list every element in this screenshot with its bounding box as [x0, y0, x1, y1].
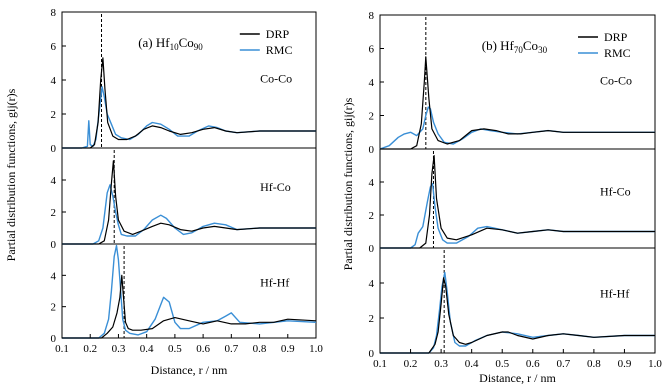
y-tick-label: 2 [51, 207, 57, 219]
x-tick-label: 0.3 [112, 343, 126, 355]
x-axis-label: Distance, r / nm [479, 371, 556, 385]
y-tick-label: 0 [51, 333, 57, 345]
x-tick-label: 0.7 [556, 358, 570, 370]
series-drp-line [380, 155, 655, 249]
subplot-hf-co: 0 2 4 Hf-Co [369, 148, 655, 255]
x-tick-label: 1.0 [309, 343, 323, 355]
series-drp-line [380, 56, 655, 150]
subplot-hf-hf: 0 2 4 Hf-Hf [51, 243, 317, 345]
x-tick-label: 1.0 [648, 358, 662, 370]
y-tick-label: 2 [369, 111, 375, 123]
x-tick-label: 0.4 [465, 358, 479, 370]
y-tick-label: 6 [51, 41, 57, 53]
subplot-hf-co: 0 2 4 Hf-Co [51, 147, 316, 251]
subplot-co-co: 0 2 4 6 8 Co-Co [369, 10, 655, 156]
pair-label: Hf-Co [600, 185, 631, 199]
legend-label-drp: DRP [266, 27, 290, 41]
y-tick-label: 0 [51, 239, 57, 251]
y-tick-label: 4 [51, 75, 57, 87]
pair-label: Hf-Hf [600, 286, 629, 300]
series-drp-line [62, 160, 316, 245]
y-tick-label: 4 [369, 278, 375, 290]
y-tick-label: 6 [369, 44, 375, 56]
y-tick-label: 2 [369, 210, 375, 222]
x-tick-label: 0.2 [404, 358, 418, 370]
series-rmc-line [62, 184, 316, 245]
chart-panel-b: 0 2 4 6 8 Co-Co 0 2 4 Hf-Co 0 2 4 Hf-Hf 0.1 0.2 0.3 0.4 0.… [341, 10, 662, 385]
y-tick-label: 0 [369, 243, 375, 255]
x-tick-label: 0.4 [140, 343, 154, 355]
series-rmc-line [62, 244, 317, 339]
pair-label: Hf-Hf [260, 275, 289, 289]
y-axis-label: Partial distribution functions, gij(r)s [4, 88, 18, 261]
x-tick-label: 0.1 [373, 358, 387, 370]
series-drp-line [62, 57, 316, 149]
x-tick-label: 0.5 [168, 343, 182, 355]
x-tick-label: 0.6 [196, 343, 210, 355]
legend-label-drp: DRP [604, 30, 628, 44]
x-tick-label: 0.7 [224, 343, 238, 355]
series-rmc-line [380, 271, 655, 354]
y-tick-label: 0 [369, 144, 375, 156]
series-rmc-line [379, 106, 655, 150]
y-tick-label: 0 [51, 143, 57, 155]
y-tick-label: 4 [51, 270, 57, 282]
plot-frame [379, 14, 656, 354]
pair-label: Co-Co [600, 74, 632, 88]
x-tick-label: 0.9 [281, 343, 295, 355]
x-tick-label: 0.1 [55, 343, 69, 355]
x-tick-label: 0.5 [495, 358, 509, 370]
subplot-hf-hf: 0 2 4 Hf-Hf [369, 247, 655, 360]
y-tick-label: 0 [369, 348, 375, 360]
x-axis-label: Distance, r / nm [151, 363, 228, 377]
x-tick-label: 0.6 [526, 358, 540, 370]
chart-panel-a: 0 2 4 6 8 Co-Co 0 2 4 Hf-Co 0 2 4 Hf-Hf 0.1 0.2 0.3 0.4 0.… [4, 7, 323, 377]
pair-label: Hf-Co [260, 180, 291, 194]
x-tick-label: 0.2 [83, 343, 97, 355]
y-tick-label: 4 [51, 175, 57, 187]
y-tick-label: 2 [369, 313, 375, 325]
x-tick-label: 0.8 [587, 358, 601, 370]
panel-title: (b) Hf70Co30 [482, 38, 548, 55]
plot-frame [61, 11, 317, 339]
series-drp-line [62, 274, 317, 339]
legend-label-rmc: RMC [604, 46, 631, 60]
y-tick-label: 2 [51, 302, 57, 314]
series-drp-line [380, 277, 655, 354]
y-tick-label: 8 [51, 7, 57, 19]
x-tick-label: 0.3 [434, 358, 448, 370]
legend-label-rmc: RMC [266, 43, 293, 57]
y-tick-label: 4 [369, 77, 375, 89]
y-tick-label: 4 [369, 177, 375, 189]
panel-title: (a) Hf10Co90 [138, 35, 203, 52]
x-tick-label: 0.9 [618, 358, 632, 370]
y-tick-label: 8 [369, 10, 375, 22]
y-tick-label: 2 [51, 109, 57, 121]
pair-label: Co-Co [260, 72, 292, 86]
subplot-co-co: 0 2 4 6 8 Co-Co [51, 7, 316, 155]
y-axis-label: Partial distribution functions, gij(r)s [341, 97, 355, 270]
x-tick-label: 0.8 [253, 343, 267, 355]
